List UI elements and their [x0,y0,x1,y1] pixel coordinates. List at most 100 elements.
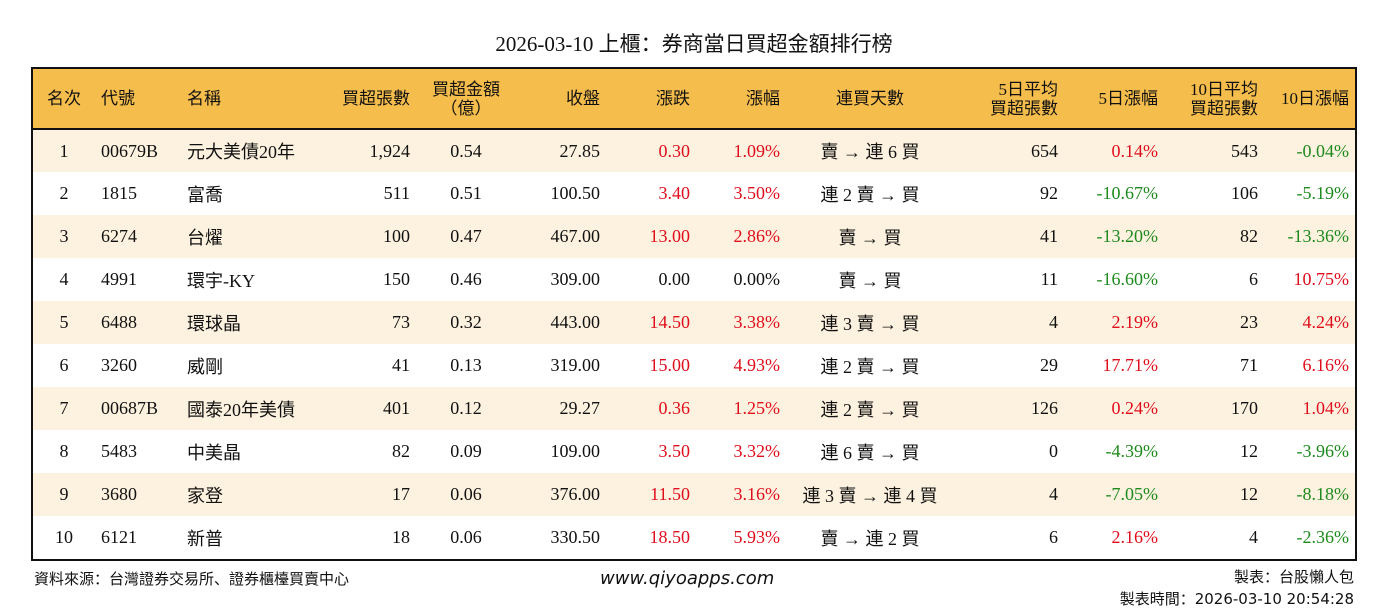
header-avg10-line2: 買超張數 [1190,98,1258,118]
streak-cell: 連 6 賣 → 買 [820,442,920,463]
close-cell: 100.50 [550,183,601,203]
avg10-cell: 6 [1249,269,1258,289]
code-cell: 00687B [101,398,159,418]
code-cell: 3680 [101,484,137,504]
pct10-cell: 1.04% [1302,398,1350,418]
name-cell: 家登 [187,485,223,506]
net-buy-amount-cell: 0.09 [450,441,482,461]
avg5-cell: 11 [1040,269,1058,289]
name-cell: 中美晶 [187,442,241,463]
net-buy-amount-cell: 0.06 [450,527,482,547]
code-cell: 5483 [101,441,137,461]
table-row[interactable]: 4 4991 環宇-KY 150 0.46 309.00 0.00 0.00% 賣 → 買 11 -… [33,258,1355,301]
header-avg5-line2: 買超張數 [990,98,1058,118]
streak-cell: 連 2 賣 → 買 [820,356,920,377]
code-cell: 6121 [101,527,137,547]
table-header-row: 名次 代號 名稱 買超張數 買超金額 （億） 收盤 漲跌 漲幅 連買天數 5日平… [33,69,1355,129]
pct5-cell: -10.67% [1096,183,1159,203]
table-row[interactable]: 5 6488 環球晶 73 0.32 443.00 14.50 3.38% 連 3 賣 → 買 4… [33,301,1355,344]
streak-cell: 賣 → 買 [838,227,902,248]
streak-cell: 連 3 賣 → 買 [820,313,920,334]
table-row[interactable]: 7 00687B 國泰20年美債 401 0.12 29.27 0.36 1.25% 連 2 賣… [33,387,1355,430]
avg5-cell: 6 [1049,527,1058,547]
table-row[interactable]: 9 3680 家登 17 0.06 376.00 11.50 3.16% 連 3 賣 → 連 4… [33,473,1355,516]
change-pct-cell: 3.16% [733,484,781,504]
change-pct-cell: 3.50% [733,183,781,203]
change-cell: 3.40 [658,183,691,203]
avg5-cell: 41 [1040,226,1058,246]
rank-cell: 2 [59,183,69,203]
table-row[interactable]: 3 6274 台燿 100 0.47 467.00 13.00 2.86% 賣 → 買 41 -13… [33,215,1355,258]
footer-credits: 製表：台股懶人包 製表時間：2026-03-10 20:54:28 [1120,568,1354,610]
net-buy-lots-cell: 82 [392,441,410,461]
change-cell: 0.30 [658,140,691,161]
change-pct-cell: 3.32% [733,441,781,461]
pct10-cell: -8.18% [1296,484,1350,504]
net-buy-amount-cell: 0.46 [450,269,482,289]
change-pct-cell: 1.09% [733,140,781,161]
streak-cell: 連 3 賣 → 連 4 買 [802,485,938,506]
header-avg5-line1: 5日平均 [998,79,1059,99]
avg5-cell: 0 [1049,441,1058,461]
code-cell: 4991 [101,269,137,289]
website-link[interactable]: www.qiyoapps.com [600,568,775,589]
name-cell: 台燿 [187,227,223,248]
pct10-cell: 10.75% [1293,269,1350,289]
rank-cell: 7 [59,398,69,418]
streak-cell: 連 2 賣 → 買 [820,184,920,205]
change-pct-cell: 1.25% [733,398,781,418]
table-row[interactable]: 6 3260 威剛 41 0.13 319.00 15.00 4.93% 連 2 賣 → 買 29… [33,344,1355,387]
change-cell: 3.50 [658,441,691,461]
net-buy-lots-cell: 401 [383,398,410,418]
code-cell: 3260 [101,355,137,375]
table-row[interactable]: 10 6121 新普 18 0.06 330.50 18.50 5.93% 賣 → 連 2 買 6… [33,516,1355,559]
change-pct-cell: 4.93% [733,355,781,375]
header-avg10-line1: 10日平均 [1190,79,1258,99]
header-net-buy-lots: 買超張數 [342,89,410,108]
header-net-buy-amount: 買超金額 （億） [416,69,516,129]
net-buy-lots-cell: 150 [383,269,410,289]
code-cell: 6488 [101,312,137,332]
net-buy-amount-cell: 0.47 [450,226,482,246]
pct5-cell: 2.16% [1111,527,1159,547]
header-avg10: 10日平均 買超張數 [1164,69,1264,129]
header-streak: 連買天數 [836,89,904,108]
table-row[interactable]: 8 5483 中美晶 82 0.09 109.00 3.50 3.32% 連 6 賣 → 買 0 -… [33,430,1355,473]
table-row[interactable]: 2 1815 富喬 511 0.51 100.50 3.40 3.50% 連 2 賣 → 買 92… [33,172,1355,215]
rank-cell: 3 [59,226,69,246]
pct5-cell: -4.39% [1105,441,1159,461]
net-buy-lots-cell: 511 [383,183,410,203]
net-buy-amount-cell: 0.06 [450,484,482,504]
avg10-cell: 12 [1240,484,1258,504]
avg5-cell: 92 [1040,183,1058,203]
rank-cell: 1 [59,140,69,161]
close-cell: 109.00 [550,441,601,461]
close-cell: 29.27 [559,398,601,418]
ranking-table: 名次 代號 名稱 買超張數 買超金額 （億） 收盤 漲跌 漲幅 連買天數 5日平… [33,69,1355,559]
pct10-cell: -5.19% [1296,183,1350,203]
table-row[interactable]: 1 00679B 元大美債20年 1,924 0.54 27.85 0.30 1.09% 賣 →… [33,129,1355,172]
pct5-cell: -7.05% [1105,484,1159,504]
avg5-cell: 4 [1049,484,1058,504]
change-cell: 11.50 [650,484,690,504]
pct10-cell: -3.96% [1296,441,1350,461]
close-cell: 309.00 [550,269,601,289]
change-cell: 0.00 [658,269,691,289]
name-cell: 環球晶 [187,313,241,334]
name-cell: 國泰20年美債 [187,399,295,420]
pct5-cell: -13.20% [1096,226,1159,246]
avg5-cell: 4 [1049,312,1058,332]
change-cell: 18.50 [649,527,691,547]
streak-cell: 賣 → 買 [838,270,902,291]
close-cell: 319.00 [550,355,601,375]
rank-cell: 9 [59,484,69,504]
pct10-cell: -0.04% [1296,140,1350,161]
header-net-buy-amount-line1: 買超金額 [432,79,500,99]
pct5-cell: -16.60% [1096,269,1159,289]
header-pct10: 10日漲幅 [1281,89,1349,108]
avg5-cell: 126 [1031,398,1058,418]
net-buy-amount-cell: 0.32 [450,312,482,332]
change-pct-cell: 5.93% [733,527,781,547]
pct5-cell: 17.71% [1102,355,1159,375]
net-buy-lots-cell: 1,924 [369,140,411,161]
